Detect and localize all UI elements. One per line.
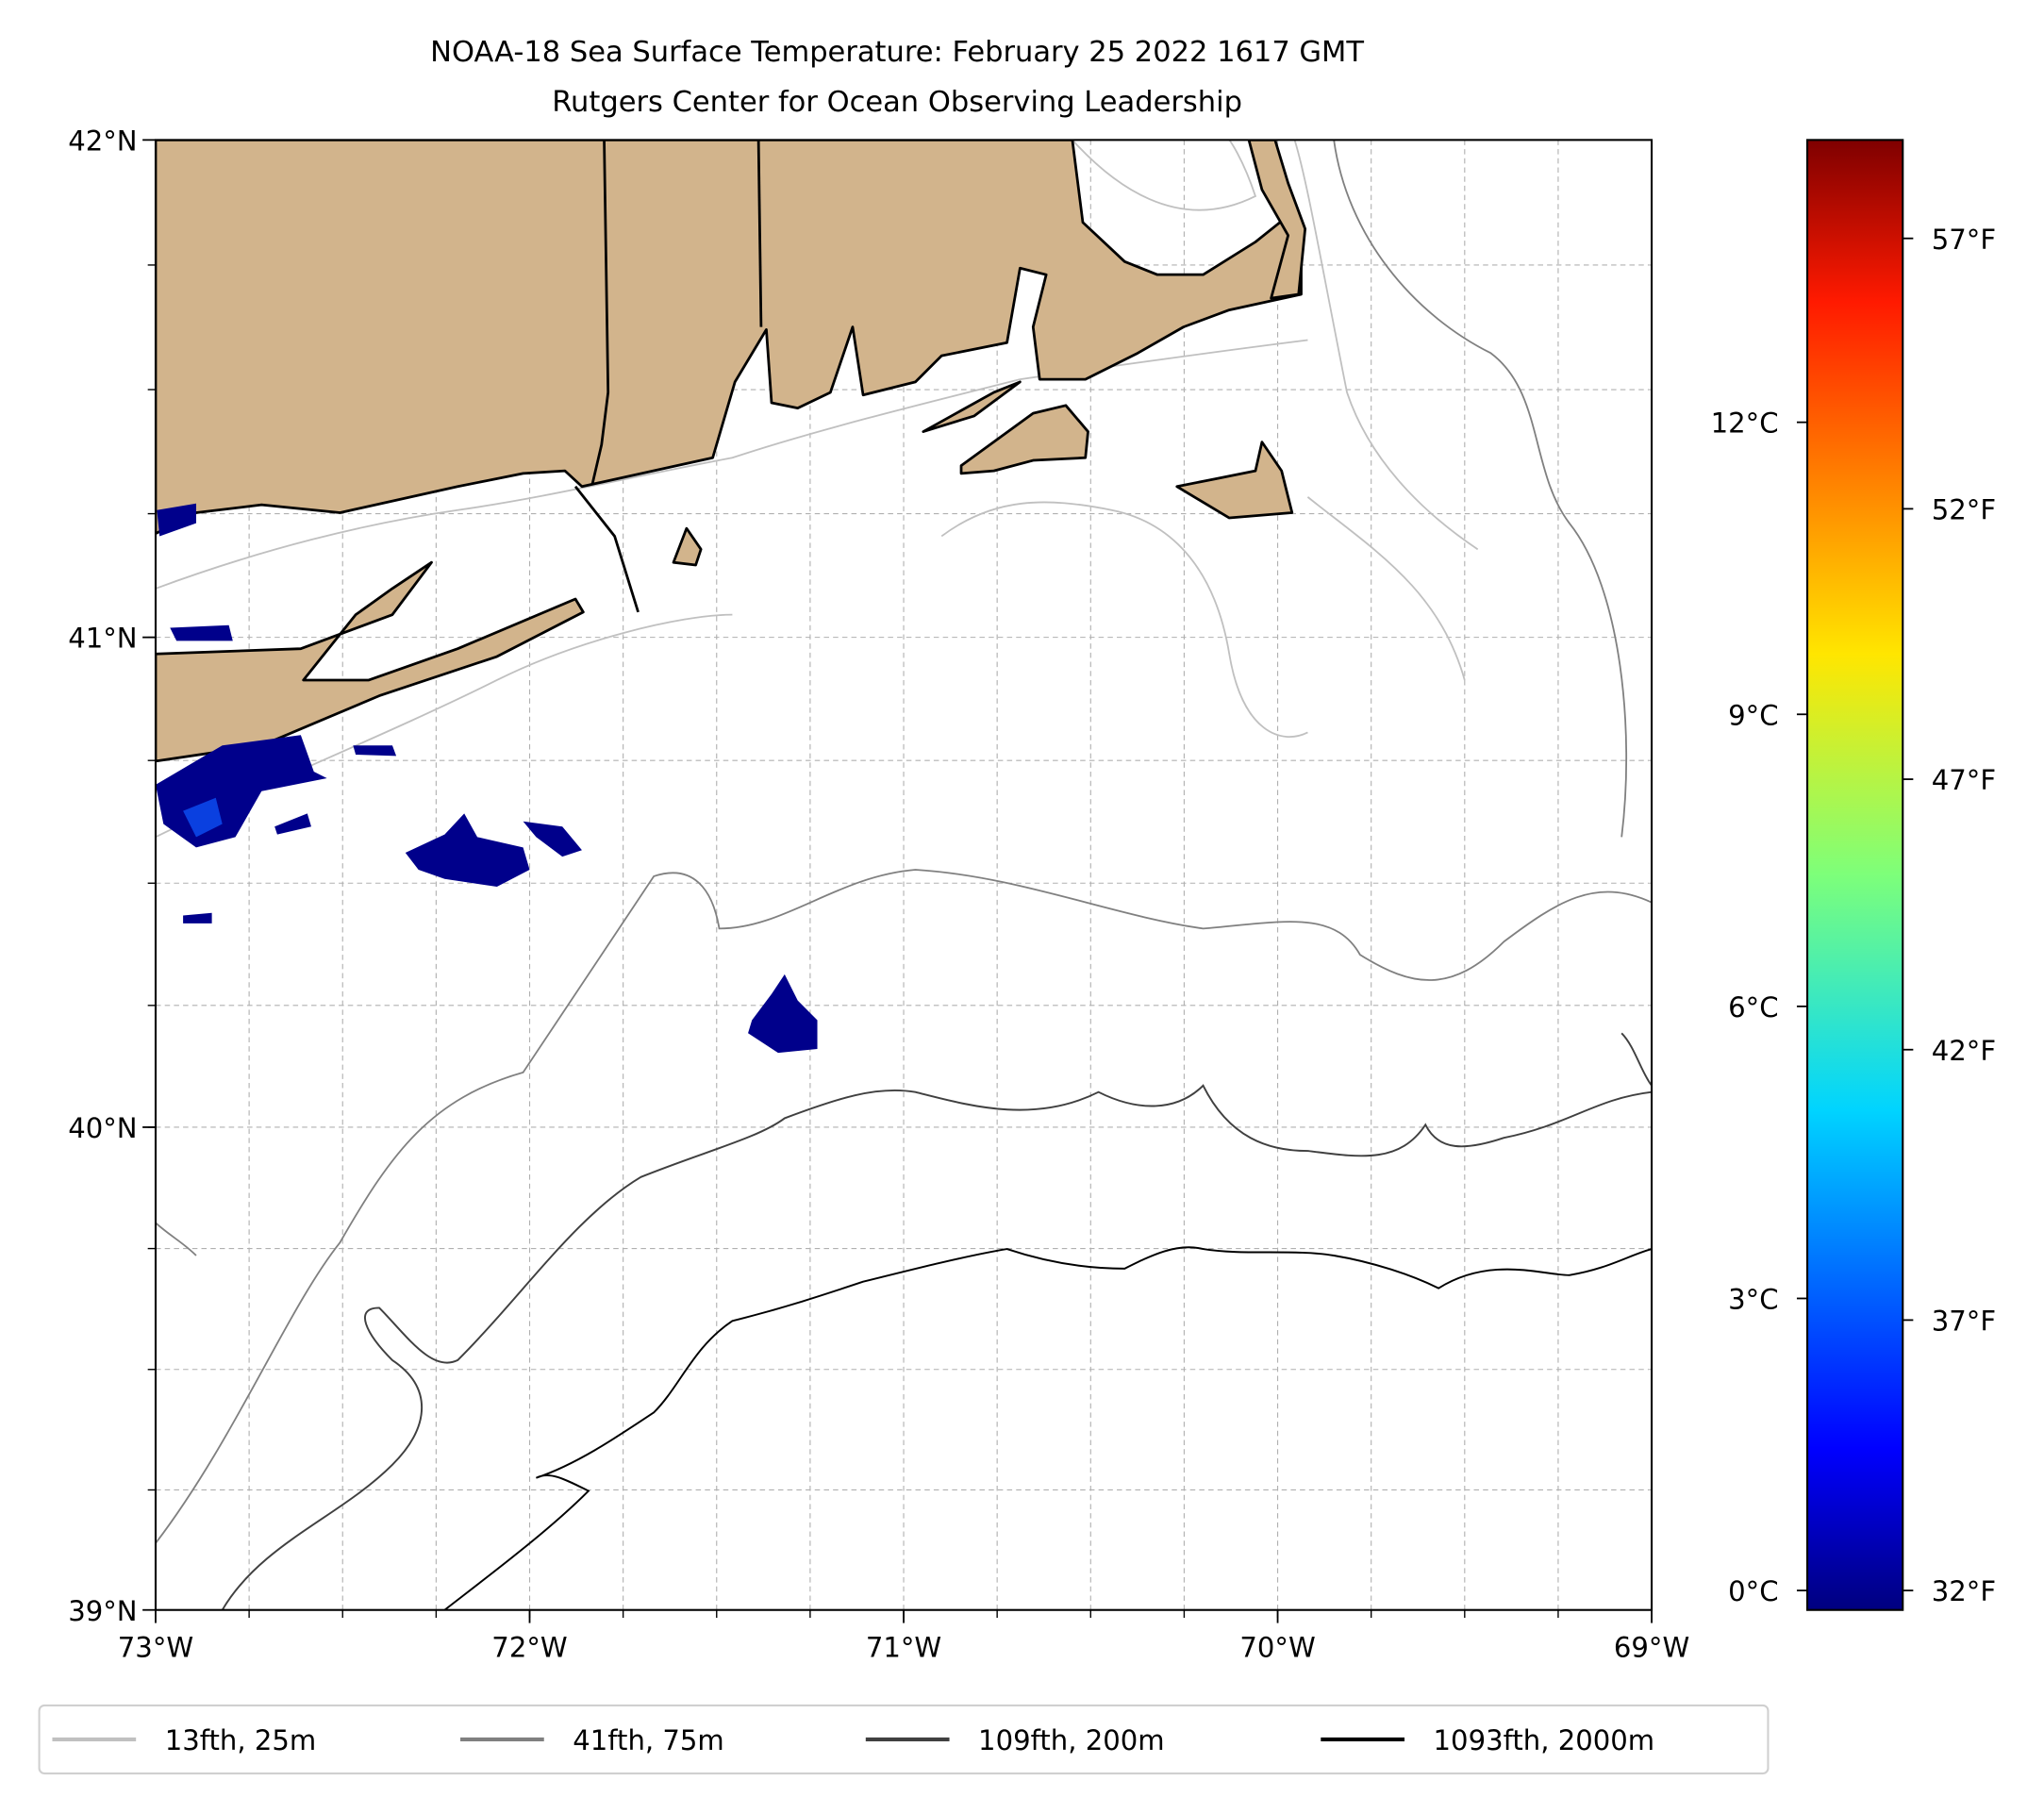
y-tick-label: 40°N [68, 1112, 137, 1144]
bathymetry-75m [155, 140, 1653, 1544]
axis-ticks: 73°W 72°W 71°W 70°W 69°W 42°N 41°N 40°N 39°N [68, 125, 1689, 1663]
land-new-england-coast [155, 140, 1303, 536]
colorbar-ticks: 0°C 3°C 6°C 9°C 12°C 32°F 37°F 42°F 47°F 52°F 57°F [1711, 224, 1996, 1607]
title-line-2: Rutgers Center for Ocean Observing Leade… [552, 86, 1242, 119]
land-marthas-vineyard [959, 404, 1089, 475]
y-tick-label: 41°N [68, 623, 137, 655]
sst-cold-patches [155, 503, 818, 1054]
fahrenheit-tick-label: 57°F [1932, 224, 1996, 256]
x-tick-label: 73°W [118, 1632, 193, 1664]
celsius-tick-label: 9°C [1728, 699, 1778, 731]
fahrenheit-tick-label: 42°F [1932, 1035, 1996, 1067]
celsius-tick-label: 12°C [1711, 408, 1779, 440]
legend-item: 13fth, 25m [52, 1724, 316, 1756]
gridlines [155, 140, 1653, 1610]
map-axes [155, 140, 1653, 1610]
bathymetry-2000m [443, 1246, 1653, 1610]
legend-item: 109fth, 200m [865, 1724, 1165, 1756]
y-tick-label: 42°N [68, 125, 137, 157]
legend-label: 1093fth, 2000m [1434, 1724, 1655, 1756]
x-tick-label: 69°W [1614, 1632, 1689, 1664]
legend: 13fth, 25m 41fth, 75m 109fth, 200m 1093fth,… [38, 1704, 1770, 1775]
x-tick-label: 72°W [491, 1632, 567, 1664]
celsius-tick-label: 3°C [1728, 1284, 1778, 1316]
land-block-island [672, 526, 703, 567]
title-line-1: NOAA-18 Sea Surface Temperature: Februar… [430, 36, 1364, 69]
land-cape-cod-tip [1247, 140, 1307, 300]
colorbar: 0°C 3°C 6°C 9°C 12°C 32°F 37°F 42°F 47°F 52°F 57°F [1711, 139, 1996, 1611]
legend-item: 1093fth, 2000m [1321, 1724, 1654, 1756]
legend-label: 109fth, 200m [978, 1724, 1165, 1756]
land-elizabeth-islands [922, 380, 1022, 433]
land [155, 140, 1307, 763]
legend-item: 41fth, 75m [460, 1724, 724, 1756]
fahrenheit-tick-label: 47°F [1932, 764, 1996, 796]
legend-label: 41fth, 75m [573, 1724, 724, 1756]
celsius-tick-label: 0°C [1728, 1575, 1778, 1607]
fahrenheit-tick-label: 32°F [1932, 1575, 1996, 1607]
y-tick-label: 39°N [68, 1595, 137, 1627]
land-long-island [155, 560, 585, 763]
state-borders [573, 140, 763, 613]
fahrenheit-tick-label: 37°F [1932, 1305, 1996, 1337]
celsius-tick-label: 6°C [1728, 991, 1778, 1023]
land-nantucket [1175, 441, 1294, 520]
x-tick-label: 70°W [1239, 1632, 1315, 1664]
fahrenheit-tick-label: 52°F [1932, 493, 1996, 525]
x-tick-label: 71°W [866, 1632, 941, 1664]
legend-label: 13fth, 25m [165, 1724, 317, 1756]
colorbar-gradient [1806, 139, 1904, 1611]
bathymetry-200m [221, 1032, 1653, 1610]
